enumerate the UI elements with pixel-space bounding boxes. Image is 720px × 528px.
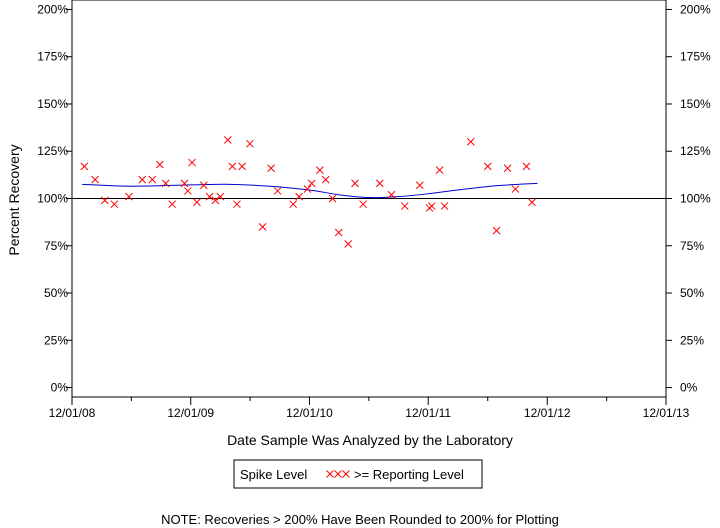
data-point bbox=[211, 196, 220, 205]
y-tick-label-left: 50% bbox=[44, 286, 68, 300]
data-point bbox=[216, 192, 225, 201]
data-point bbox=[400, 202, 409, 210]
data-point bbox=[511, 185, 520, 193]
y-axis-title: Percent Recovery bbox=[6, 144, 22, 255]
legend: Spike Level >= Reporting Level bbox=[233, 459, 483, 489]
data-point bbox=[125, 192, 133, 201]
trend-line bbox=[82, 182, 538, 199]
data-point bbox=[258, 223, 267, 231]
data-point bbox=[295, 192, 303, 201]
legend-marker-swatch bbox=[326, 470, 350, 478]
data-point bbox=[415, 181, 424, 190]
data-point bbox=[492, 226, 501, 235]
data-point bbox=[183, 187, 192, 195]
x-tick-label: 12/01/10 bbox=[286, 406, 333, 420]
y-tick-label-left: 150% bbox=[37, 97, 68, 111]
data-point bbox=[359, 200, 367, 209]
data-point bbox=[238, 162, 246, 171]
data-point bbox=[316, 166, 324, 174]
legend-title: Spike Level bbox=[240, 467, 307, 482]
data-markers bbox=[80, 136, 536, 248]
data-point bbox=[351, 179, 359, 188]
data-point bbox=[387, 190, 396, 199]
y-tick-label-left: 25% bbox=[44, 333, 68, 347]
data-point bbox=[289, 200, 298, 209]
data-point bbox=[375, 179, 384, 188]
x-axis-title: Date Sample Was Analyzed by the Laborato… bbox=[227, 432, 513, 448]
data-point bbox=[466, 137, 475, 146]
data-point bbox=[528, 198, 536, 207]
data-point bbox=[328, 194, 337, 203]
data-point bbox=[522, 162, 531, 171]
y-tick-label-right: 125% bbox=[680, 144, 711, 158]
y-axis-right: 0% 25% 50% 75% 100% 125% 150% 175% 200% bbox=[666, 2, 711, 395]
y-tick-label-left: 100% bbox=[37, 192, 68, 206]
data-point bbox=[205, 192, 214, 201]
data-point bbox=[344, 240, 353, 248]
legend-x-marker bbox=[334, 470, 342, 478]
data-point bbox=[155, 160, 164, 169]
data-point bbox=[101, 196, 109, 205]
y-tick-label-right: 175% bbox=[680, 50, 711, 64]
y-tick-label-right: 0% bbox=[680, 381, 698, 395]
data-point bbox=[193, 198, 201, 207]
data-point bbox=[233, 200, 241, 209]
data-point bbox=[180, 179, 189, 188]
y-tick-label-left: 200% bbox=[37, 2, 68, 16]
y-tick-label-right: 75% bbox=[680, 239, 704, 253]
data-point bbox=[91, 175, 99, 184]
data-point bbox=[267, 164, 275, 173]
data-point bbox=[334, 228, 343, 237]
data-point bbox=[273, 187, 282, 195]
y-tick-label-left: 0% bbox=[51, 381, 69, 395]
x-tick-label: 12/01/12 bbox=[524, 406, 571, 420]
x-tick-label: 12/01/11 bbox=[405, 406, 451, 420]
x-tick-label: 12/01/08 bbox=[49, 406, 96, 420]
legend-x-marker bbox=[326, 470, 334, 478]
data-point bbox=[435, 166, 444, 174]
note: NOTE: Recoveries > 200% Have Been Rounde… bbox=[161, 512, 559, 527]
x-axis: 12/01/08 12/01/09 12/01/10 12/01/11 12/01/12… bbox=[49, 397, 690, 420]
x-tick-label: 12/01/13 bbox=[643, 406, 690, 420]
data-point bbox=[228, 162, 237, 171]
data-point bbox=[321, 175, 330, 184]
y-tick-label-right: 50% bbox=[680, 286, 704, 300]
data-point bbox=[303, 185, 312, 193]
data-point bbox=[307, 179, 316, 188]
y-tick-label-left: 125% bbox=[37, 144, 68, 158]
y-tick-label-left: 75% bbox=[44, 239, 68, 253]
y-tick-label-right: 25% bbox=[680, 333, 704, 347]
y-tick-label-right: 100% bbox=[680, 192, 711, 206]
data-point bbox=[427, 202, 436, 210]
data-point bbox=[503, 164, 512, 173]
y-axis-left: 0% 25% 50% 75% 100% 125% 150% 175% 200% bbox=[37, 2, 72, 395]
legend-x-marker bbox=[342, 470, 350, 478]
data-point bbox=[440, 202, 449, 210]
data-point bbox=[223, 136, 232, 144]
data-point bbox=[80, 162, 89, 171]
data-point bbox=[199, 181, 208, 190]
data-point bbox=[188, 158, 196, 167]
y-tick-label-left: 175% bbox=[37, 50, 68, 64]
y-tick-label-right: 200% bbox=[680, 2, 711, 16]
data-point bbox=[138, 175, 147, 184]
data-point bbox=[148, 175, 157, 184]
legend-box bbox=[233, 459, 483, 489]
x-tick-label: 12/01/09 bbox=[167, 406, 214, 420]
y-tick-label-right: 150% bbox=[680, 97, 711, 111]
data-point bbox=[110, 200, 119, 209]
legend-entry-label: >= Reporting Level bbox=[354, 467, 464, 482]
data-point bbox=[246, 139, 254, 148]
data-point bbox=[483, 162, 492, 171]
data-point bbox=[168, 200, 177, 209]
data-point bbox=[161, 179, 170, 188]
